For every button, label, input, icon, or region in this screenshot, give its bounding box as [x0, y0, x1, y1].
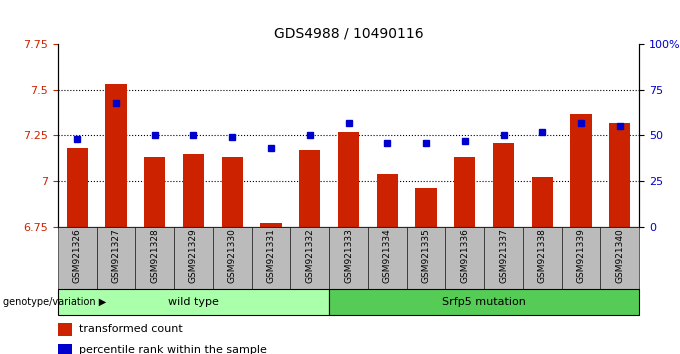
Bar [562, 227, 600, 289]
Bar [484, 227, 523, 289]
Text: GSM921326: GSM921326 [73, 228, 82, 283]
Bar [58, 323, 72, 336]
Bar [329, 227, 368, 289]
Bar [532, 177, 553, 227]
Text: wild type: wild type [168, 297, 219, 307]
Bar [58, 227, 97, 289]
Text: GSM921327: GSM921327 [112, 228, 120, 283]
Text: GSM921333: GSM921333 [344, 228, 353, 283]
Title: GDS4988 / 10490116: GDS4988 / 10490116 [273, 26, 424, 40]
Bar [415, 188, 437, 227]
Text: Srfp5 mutation: Srfp5 mutation [442, 297, 526, 307]
Text: GSM921332: GSM921332 [305, 228, 314, 283]
Bar [252, 227, 290, 289]
Bar [174, 227, 213, 289]
Bar [135, 227, 174, 289]
Text: GSM921334: GSM921334 [383, 228, 392, 283]
Text: GSM921337: GSM921337 [499, 228, 508, 283]
Bar [493, 143, 514, 227]
Text: GSM921335: GSM921335 [422, 228, 430, 283]
Text: GSM921339: GSM921339 [577, 228, 585, 283]
Bar [407, 227, 445, 289]
Bar [105, 84, 126, 227]
Bar [299, 150, 320, 227]
Bar [213, 227, 252, 289]
Bar [445, 227, 484, 289]
Text: transformed count: transformed count [79, 324, 182, 334]
Bar [67, 148, 88, 227]
Text: GSM921329: GSM921329 [189, 228, 198, 283]
Bar [58, 344, 72, 354]
Text: GSM921340: GSM921340 [615, 228, 624, 283]
Bar [144, 157, 165, 227]
Bar [377, 174, 398, 227]
Bar [600, 227, 639, 289]
Bar [183, 154, 204, 227]
Bar [329, 289, 639, 315]
Text: GSM921330: GSM921330 [228, 228, 237, 283]
Bar [368, 227, 407, 289]
Text: genotype/variation ▶: genotype/variation ▶ [3, 297, 107, 307]
Bar [609, 122, 630, 227]
Text: GSM921338: GSM921338 [538, 228, 547, 283]
Bar [290, 227, 329, 289]
Bar [260, 223, 282, 227]
Bar [454, 157, 475, 227]
Text: GSM921336: GSM921336 [460, 228, 469, 283]
Bar [571, 114, 592, 227]
Bar [97, 227, 135, 289]
Bar [222, 157, 243, 227]
Bar [58, 289, 329, 315]
Bar [523, 227, 562, 289]
Text: GSM921331: GSM921331 [267, 228, 275, 283]
Bar [338, 132, 359, 227]
Text: GSM921328: GSM921328 [150, 228, 159, 283]
Text: percentile rank within the sample: percentile rank within the sample [79, 346, 267, 354]
